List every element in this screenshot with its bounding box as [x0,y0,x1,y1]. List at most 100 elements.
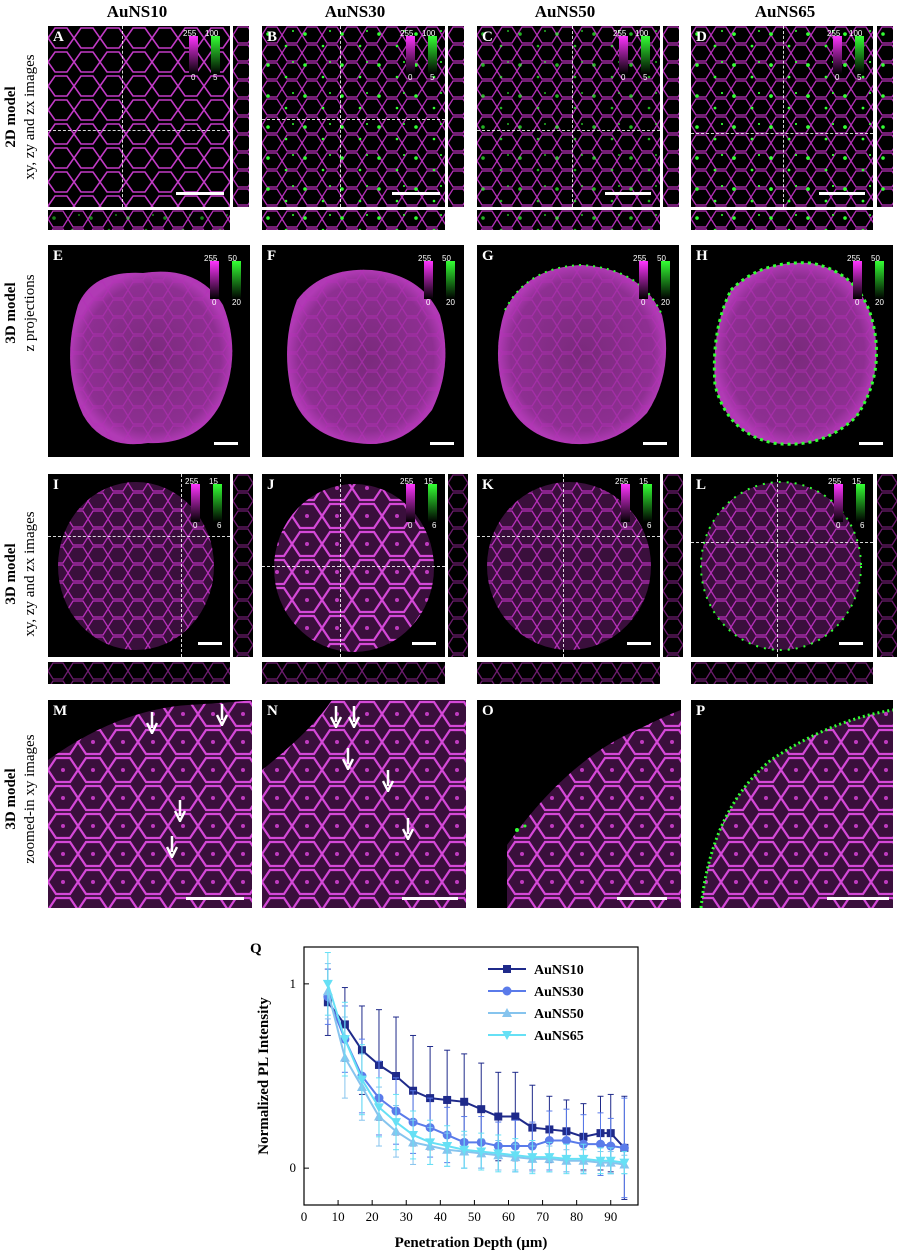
arrow-down-icon [402,818,414,840]
crosshair-horizontal [48,130,230,131]
scale-bar [412,642,436,645]
x-tick-label: 60 [502,1209,515,1224]
chart-svg: Q 0 10 20 30 40 50 60 70 80 90 0 1 Penetration Depth … [250,941,639,1251]
colorbar-magenta-max: 255 [183,29,197,38]
panel-q-label: Q [250,941,262,957]
crosshair-vertical [777,474,778,657]
colorbar-magenta-max: 255 [827,29,841,38]
panel-n-image: N [262,700,466,908]
panel-d-label: D [696,29,707,45]
crosshair-vertical [340,474,341,657]
scale-bar [617,897,667,900]
scale-bar [402,897,458,900]
panel-j-label: J [267,477,275,493]
crosshair-horizontal [691,133,873,134]
colorbar-green-max: 50 [228,254,237,263]
panel-l-zy-view [877,474,897,657]
crosshair-horizontal [262,566,445,567]
data-point-auns65 [356,1075,367,1085]
row-label-1-sub: xy, zy and zx images [22,54,38,180]
colorbar-magenta-min: 0 [855,298,860,307]
column-header-4: AuNS65 [754,2,816,21]
panel-d-zy-view [877,26,893,207]
arrow-down-icon [382,770,394,792]
colorbar-magenta-min: 0 [408,521,413,530]
panel-a-label: A [53,29,64,45]
colorbar-magenta-min: 0 [191,73,196,82]
colorbar-green-max: 15 [209,477,218,486]
panel-k-zx-view [477,662,660,684]
x-tick-label: 90 [604,1209,617,1224]
legend-label-auns65: AuNS65 [534,1029,584,1044]
arrow-down-icon [166,836,178,858]
colorbar-green-min: 6 [217,521,222,530]
data-point-auns10 [443,1095,452,1104]
panel-f-label: F [267,248,277,264]
colorbar: 255 50 0 20 [847,255,891,307]
row-label-2-sub: z projections [22,274,38,352]
x-tick-label: 30 [400,1209,413,1224]
panel-m-image: M [48,700,252,908]
panel-n-label: N [267,703,278,719]
colorbar-magenta-min: 0 [212,298,217,307]
crosshair-vertical [783,26,784,207]
x-tick-label: 0 [301,1209,308,1224]
colorbar-green-min: 5 [643,73,648,82]
scale-bar [430,442,454,445]
data-point-auns65 [408,1130,419,1140]
panel-a-image: A 255 100 0 5 [48,26,230,207]
row-label-2-bold: 3D model [3,282,19,344]
scale-bar [176,192,224,195]
colorbar-magenta-max: 255 [400,29,414,38]
panel-b-label: B [267,29,278,45]
panel-k-image: K 255 15 0 6 [477,474,660,657]
colorbar-magenta-min: 0 [408,73,413,82]
crosshair-vertical [181,474,182,657]
data-point-auns65 [425,1138,436,1148]
arrow-down-icon [146,712,158,734]
data-point-auns65 [595,1156,606,1166]
colorbar-magenta-min: 0 [836,521,841,530]
panel-j-zx-view [262,662,445,684]
column-header-2: AuNS30 [324,2,386,21]
colorbar: 255 15 0 6 [828,478,872,530]
y-tick-label: 0 [290,1160,297,1175]
colorbar: 255 50 0 20 [418,255,462,307]
legend-marker-auns30 [502,986,512,996]
colorbar-magenta-min: 0 [193,521,198,530]
panel-f-image: F 255 50 0 20 [262,245,464,457]
data-point-auns65 [442,1142,453,1152]
row-label-3-bold: 3D model [3,543,19,605]
colorbar-magenta-min: 0 [621,73,626,82]
colorbar: 255 100 0 5 [613,30,657,82]
y-axis-label: Normalized PL Intensity [256,997,272,1155]
colorbar-magenta-min: 0 [641,298,646,307]
row-label-4-bold: 3D model [3,768,19,830]
panel-o-label: O [482,703,494,719]
x-axis-label: Penetration Depth (µm) [395,1235,548,1251]
x-tick-label: 80 [570,1209,583,1224]
arrow-down-icon [174,800,186,822]
scale-bar [186,897,244,900]
scale-bar [827,897,889,900]
arrow-down-icon [216,704,228,726]
panel-i-zx-view [48,662,230,684]
arrow-down-icon [330,706,342,728]
panel-c-zx-view [477,210,660,230]
data-point-auns65 [322,979,333,989]
colorbar-magenta-min: 0 [835,73,840,82]
panel-b-image: B 255 100 0 5 [262,26,445,207]
scale-bar [198,642,222,645]
colorbar-green-max: 100 [205,29,219,38]
data-point-auns10 [511,1112,520,1121]
panel-o-image: O [477,700,681,908]
panel-h-image: H 255 50 0 20 [691,245,893,457]
panel-h-label: H [696,248,708,264]
colorbar-magenta-max: 255 [633,254,647,263]
legend-label-auns30: AuNS30 [534,985,584,1000]
data-point-auns65 [544,1153,555,1163]
crosshair-horizontal [262,119,445,120]
row-label-3-sub: xy, zy and zx images [22,511,38,637]
penetration-chart: Q 0 10 20 30 40 50 60 70 80 90 0 1 Penetration Depth … [248,935,648,1255]
panel-m-label: M [53,703,68,719]
